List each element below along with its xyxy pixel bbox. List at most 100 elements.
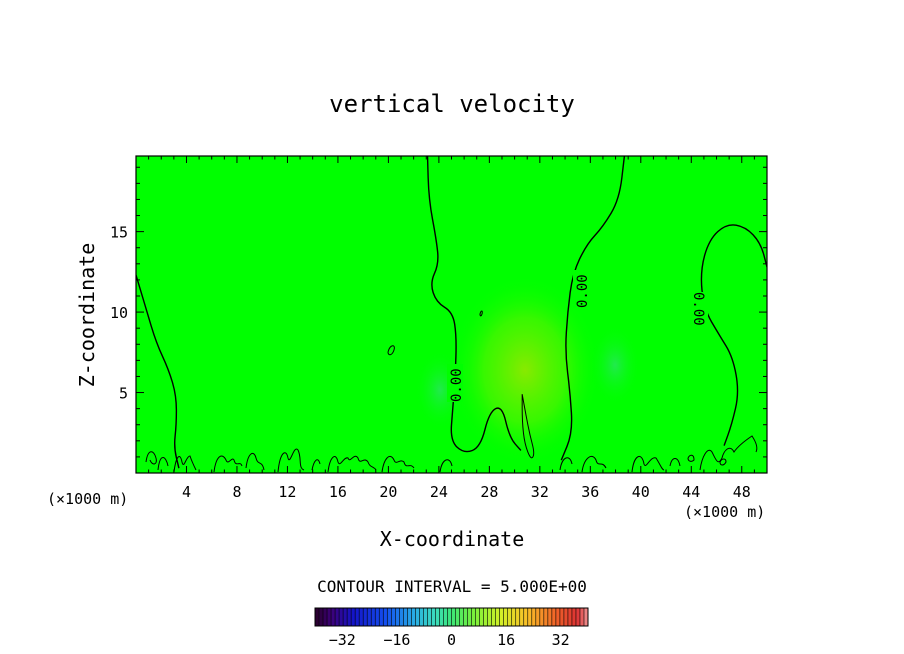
colorbar-segment <box>511 608 517 626</box>
colorbar-segment <box>547 608 553 626</box>
y-axis-title: Z-coordinate <box>75 243 99 388</box>
colorbar-segment <box>327 608 332 626</box>
colorbar-segment <box>491 608 496 626</box>
surface-contour <box>631 456 681 473</box>
colorbar-segment <box>519 608 525 626</box>
warm-anomaly <box>450 275 600 465</box>
x-tick-label: 36 <box>581 483 599 501</box>
colorbar-segment <box>403 608 408 626</box>
x-tick-label: 20 <box>379 483 397 501</box>
colorbar-segment <box>411 608 416 626</box>
colorbar-segment <box>351 608 356 626</box>
colorbar-segment <box>343 608 348 626</box>
x-tick-label: 4 <box>182 483 191 501</box>
colorbar-segment <box>531 608 537 626</box>
x-tick-label: 32 <box>531 483 549 501</box>
colorbar-segment <box>339 608 344 626</box>
colorbar-segment <box>323 608 328 626</box>
surface-contour <box>145 451 197 473</box>
colorbar-tick-label: −16 <box>383 631 410 649</box>
colorbar-segment <box>483 608 488 626</box>
colorbar-segment <box>495 608 500 626</box>
y-tick-label: 15 <box>110 224 128 242</box>
y-axis: 5 10 15 <box>110 166 767 458</box>
colorbar-segment <box>367 608 372 626</box>
contour-interval-text: CONTOUR INTERVAL = 5.000E+00 <box>317 577 587 596</box>
colorbar-segment <box>415 608 420 626</box>
contour-label: 0.00 <box>449 368 465 402</box>
surface-contour <box>327 455 377 473</box>
surface-contour <box>439 456 607 473</box>
surface-contour <box>277 448 321 473</box>
colorbar-segment <box>563 608 569 626</box>
colorbar-segment <box>331 608 336 626</box>
colorbar-segment <box>375 608 380 626</box>
colorbar-segment <box>419 608 424 626</box>
colorbar-segment <box>431 608 436 626</box>
contour-line <box>700 224 767 446</box>
colorbar-frame <box>314 607 589 627</box>
x-tick-label: 48 <box>733 483 751 501</box>
colorbar-segment <box>447 608 452 626</box>
x-tick-label: 12 <box>278 483 296 501</box>
colorbar-segment <box>555 608 561 626</box>
x-tick-label: 24 <box>430 483 448 501</box>
colorbar-segment <box>507 608 513 626</box>
x-tick-label: 8 <box>232 483 241 501</box>
x-axis-title: X-coordinate <box>380 527 525 551</box>
x-tick-label: 16 <box>329 483 347 501</box>
y-tick-label: 5 <box>119 385 128 403</box>
colorbar-segment <box>395 608 400 626</box>
colorbar-segment <box>523 608 529 626</box>
colorbar-segment <box>583 608 589 626</box>
colorbar-segment <box>527 608 533 626</box>
colorbar-segment <box>475 608 480 626</box>
colorbar-segment <box>567 608 573 626</box>
colorbar-segment <box>399 608 404 626</box>
x-tick-label: 44 <box>682 483 700 501</box>
y-unit-label: (×1000 m) <box>684 503 765 521</box>
colorbar-segment <box>335 608 340 626</box>
colorbar-ticks: −32 −16 0 16 32 <box>329 631 570 649</box>
cool-anomaly-right <box>590 325 640 405</box>
colorbar-segment <box>479 608 484 626</box>
colorbar-segment <box>459 608 464 626</box>
small-contour-loop <box>479 310 483 317</box>
colorbar-segment <box>315 608 320 626</box>
colorbar-segment <box>539 608 545 626</box>
colorbar-tick-label: 16 <box>497 631 515 649</box>
colorbar-segment <box>319 608 324 626</box>
colorbar-tick-label: 32 <box>552 631 570 649</box>
colorbar-segment <box>487 608 492 626</box>
contour-lines <box>136 156 767 469</box>
contour-line <box>426 156 522 453</box>
colorbar-segment <box>359 608 364 626</box>
colorbar-segment <box>455 608 460 626</box>
colorbar-segment <box>451 608 456 626</box>
colorbar-tick-label: 0 <box>447 631 456 649</box>
x-tick-label: 28 <box>480 483 498 501</box>
colorbar-segment <box>471 608 476 626</box>
colorbar-segment <box>463 608 468 626</box>
contour-label: 0.00 <box>690 292 706 326</box>
colorbar-segment <box>407 608 412 626</box>
small-contour-loop <box>387 345 395 356</box>
colorbar-segment <box>355 608 360 626</box>
x-tick-label: 40 <box>632 483 650 501</box>
surface-contour <box>381 456 415 473</box>
contour-label-bg <box>573 270 589 308</box>
contour-labels: 0.00 0.00 0.00 <box>447 270 708 402</box>
colorbar-segment <box>571 608 577 626</box>
colorbar-segment <box>551 608 557 626</box>
contour-line <box>521 394 535 459</box>
colorbar-segment <box>427 608 432 626</box>
surface-contour <box>699 435 758 471</box>
colorbar-segment <box>543 608 549 626</box>
x-axis: 4 8 12 16 20 24 28 32 36 40 44 48 <box>148 156 755 501</box>
colorbar-segment <box>535 608 541 626</box>
colorbar-segment <box>439 608 444 626</box>
surface-contour <box>687 454 727 466</box>
surface-contour <box>213 452 265 473</box>
colorbar-segment <box>579 608 585 626</box>
